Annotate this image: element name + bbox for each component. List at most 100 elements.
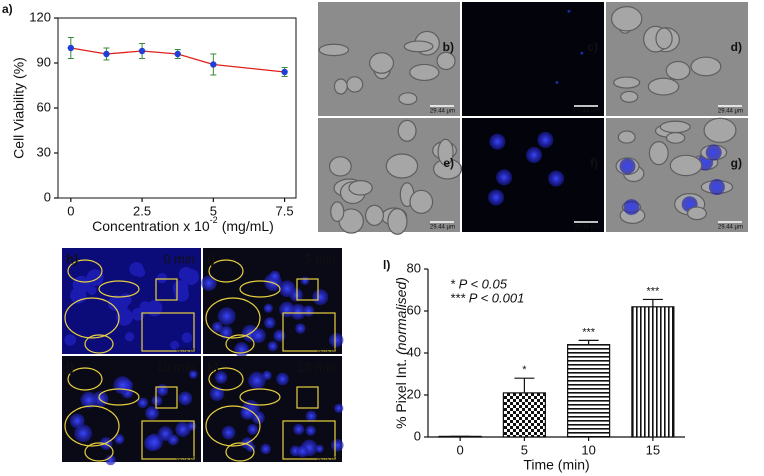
roi <box>67 259 103 283</box>
micro-image: c) 29.44 μm <box>462 2 604 116</box>
roi <box>239 388 281 406</box>
roi <box>205 297 261 339</box>
nucleus <box>295 323 306 334</box>
time-label: 0 min <box>163 251 195 266</box>
nucleus <box>146 433 163 451</box>
panel-label: j) <box>65 359 74 374</box>
y-tick-label: 60 <box>407 302 421 317</box>
nucleus <box>276 372 289 386</box>
roi <box>98 388 140 406</box>
bar <box>502 392 546 438</box>
cell <box>387 208 408 235</box>
nucleus <box>80 391 98 409</box>
nucleus <box>214 371 228 384</box>
nucleus <box>279 301 295 318</box>
scale-label: 62.72 μm <box>317 347 338 353</box>
roi <box>141 312 195 352</box>
y-tick-label: 90 <box>37 54 51 69</box>
nucleus <box>74 424 93 443</box>
nucleus <box>167 434 179 446</box>
timelapse-image: j) 10 min 62.72 μm <box>62 356 201 466</box>
cell <box>620 90 639 103</box>
image-background <box>203 356 342 462</box>
nucleus <box>151 395 163 406</box>
roi <box>84 442 114 462</box>
nucleus <box>113 376 132 395</box>
cell <box>409 63 440 82</box>
y-tick-label: 20 <box>407 386 421 401</box>
roi <box>296 278 319 301</box>
nucleus <box>178 266 194 282</box>
cell <box>409 189 434 214</box>
cell <box>398 92 418 106</box>
nucleus <box>129 261 144 277</box>
nucleus <box>234 342 250 358</box>
nucleus <box>302 305 315 317</box>
x-tick-label: 0 <box>67 203 74 218</box>
cell <box>648 141 669 166</box>
nucleus <box>305 425 316 436</box>
plot-frame <box>57 17 297 199</box>
x-axis-label-unit: (mg/mL) <box>222 218 274 234</box>
data-point <box>67 44 75 52</box>
nucleus <box>567 9 571 13</box>
roi <box>155 278 178 301</box>
scale-label: 62.72 μm <box>176 347 197 353</box>
x-axis-label-exp: -2 <box>210 215 218 225</box>
cell <box>669 154 703 177</box>
x-tick-label: 0 <box>457 442 464 457</box>
timelapse-image: k) 15 min 62.72 μm <box>203 356 344 462</box>
image-background <box>62 356 201 462</box>
data-point <box>174 50 181 58</box>
nucleus <box>64 334 77 346</box>
y-tick-label: 80 <box>407 260 421 275</box>
nucleus <box>145 406 159 420</box>
data-point <box>138 47 146 55</box>
cell <box>403 40 434 53</box>
bar <box>567 344 611 438</box>
nucleus <box>219 325 233 340</box>
nucleus <box>146 300 163 317</box>
roi <box>84 334 114 354</box>
scale-label: 29.44 μm <box>430 225 455 231</box>
annotation: * P < 0.05 <box>450 276 508 291</box>
panel-label: l) <box>383 258 390 272</box>
cell <box>346 76 364 93</box>
nucleus <box>116 308 133 326</box>
panel-label: a) <box>2 2 13 16</box>
timelapse-image: i) 5 min 62.72 μm <box>201 248 344 358</box>
significance-label: * <box>522 364 527 376</box>
nucleus <box>105 454 116 466</box>
cell <box>328 156 352 177</box>
cell <box>703 117 737 144</box>
bar <box>631 306 675 438</box>
nucleus <box>217 307 236 326</box>
image-background <box>462 118 604 232</box>
nucleus <box>623 199 640 216</box>
time-label: 5 min <box>304 251 336 266</box>
cell <box>385 153 419 179</box>
cell <box>690 56 722 77</box>
cell <box>665 131 686 144</box>
roi <box>64 297 120 339</box>
nucleus <box>488 189 505 206</box>
x-axis-label-main: Concentration x 10 <box>92 218 210 234</box>
roi <box>282 312 336 352</box>
nucleus <box>269 270 281 282</box>
cell <box>348 180 373 196</box>
scale-label: 29.44 μm <box>574 225 599 231</box>
roi <box>67 367 103 391</box>
time-label: 10 min <box>156 359 195 374</box>
micro-image: d) 29.44 μm <box>606 2 748 116</box>
cell <box>365 204 384 227</box>
nucleus <box>175 421 191 437</box>
cell <box>318 43 350 57</box>
scale-label: 29.44 μm <box>574 109 599 115</box>
roi <box>208 259 244 283</box>
micro-image: f) 29.44 μm <box>462 118 604 232</box>
y-tick-label: 0 <box>414 428 421 443</box>
panel-label: i) <box>207 251 215 266</box>
x-tick-label: 5 <box>210 203 217 218</box>
nucleus <box>329 332 344 348</box>
nucleus <box>211 321 223 333</box>
